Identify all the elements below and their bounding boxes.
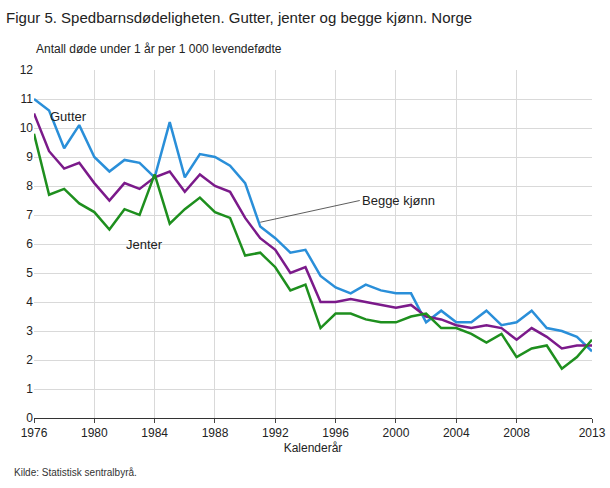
svg-text:4: 4 [26,295,33,309]
svg-text:7: 7 [26,208,33,222]
svg-text:0: 0 [26,411,33,425]
svg-text:1976: 1976 [21,426,48,440]
svg-text:Figur 5. Spedbarnsdødeligheten: Figur 5. Spedbarnsdødeligheten. Gutter, … [6,9,472,26]
svg-text:2013: 2013 [579,426,606,440]
svg-text:1992: 1992 [262,426,289,440]
svg-text:2: 2 [26,353,33,367]
svg-text:Gutter: Gutter [50,109,87,124]
svg-text:12: 12 [20,63,34,77]
svg-text:9: 9 [26,150,33,164]
svg-text:11: 11 [21,92,34,106]
svg-text:3: 3 [26,324,33,338]
svg-text:1980: 1980 [81,426,108,440]
svg-text:1: 1 [26,382,33,396]
svg-text:1988: 1988 [202,426,229,440]
svg-text:1996: 1996 [322,426,349,440]
svg-text:6: 6 [26,237,33,251]
svg-text:10: 10 [20,121,34,135]
svg-text:Begge kjønn: Begge kjønn [362,193,435,208]
svg-text:Jenter: Jenter [126,237,163,252]
svg-text:2000: 2000 [383,426,410,440]
svg-text:Kalenderår: Kalenderår [284,441,343,455]
svg-text:Antall døde under 1 år per 1 0: Antall døde under 1 år per 1 000 levende… [36,42,282,56]
svg-text:5: 5 [26,266,33,280]
svg-text:2008: 2008 [503,426,530,440]
svg-text:1984: 1984 [141,426,168,440]
svg-text:8: 8 [26,179,33,193]
svg-text:2004: 2004 [443,426,470,440]
svg-text:Kilde: Statistisk sentralbyrå.: Kilde: Statistisk sentralbyrå. [14,467,137,478]
